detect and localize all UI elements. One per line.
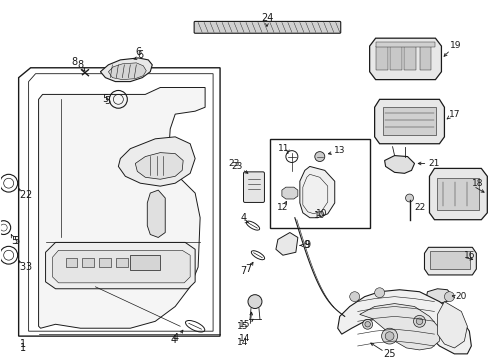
Text: 15: 15 — [237, 322, 249, 331]
Text: 22: 22 — [414, 203, 425, 212]
Text: 1: 1 — [20, 343, 25, 353]
Text: 6: 6 — [137, 50, 144, 60]
Text: 8: 8 — [72, 57, 77, 67]
Circle shape — [385, 332, 394, 341]
Bar — [376, 42, 436, 47]
Bar — [431, 251, 470, 269]
Circle shape — [363, 319, 372, 329]
Bar — [438, 178, 479, 210]
Polygon shape — [424, 247, 476, 275]
Polygon shape — [300, 166, 335, 218]
FancyBboxPatch shape — [244, 172, 265, 202]
Polygon shape — [375, 99, 444, 144]
Text: 16: 16 — [464, 251, 475, 260]
Circle shape — [382, 328, 397, 344]
Text: 1: 1 — [20, 339, 25, 349]
Text: 5: 5 — [12, 237, 18, 246]
Bar — [270, 139, 369, 228]
Circle shape — [416, 318, 423, 325]
Text: 9: 9 — [304, 240, 310, 250]
Polygon shape — [119, 137, 195, 186]
Text: 5: 5 — [104, 96, 111, 106]
Text: 15: 15 — [239, 320, 251, 329]
Text: 23: 23 — [231, 162, 243, 171]
Polygon shape — [135, 153, 183, 179]
Circle shape — [406, 194, 414, 202]
Polygon shape — [426, 289, 451, 303]
Text: 23: 23 — [228, 159, 240, 168]
Text: 7: 7 — [240, 266, 246, 276]
Text: 11: 11 — [278, 144, 290, 153]
Bar — [66, 258, 77, 267]
Bar — [82, 258, 95, 267]
Polygon shape — [338, 290, 471, 354]
Text: 17: 17 — [449, 110, 460, 119]
Polygon shape — [52, 250, 190, 283]
Polygon shape — [276, 233, 298, 255]
Text: 19: 19 — [450, 41, 461, 50]
Circle shape — [375, 288, 385, 298]
Text: 20: 20 — [456, 292, 467, 301]
Bar — [116, 258, 128, 267]
Polygon shape — [100, 58, 152, 82]
Text: 8: 8 — [77, 60, 83, 70]
Bar — [383, 107, 437, 135]
Text: 5: 5 — [14, 237, 20, 246]
Polygon shape — [438, 302, 467, 348]
Text: 14: 14 — [239, 334, 251, 343]
Text: 4: 4 — [172, 333, 178, 343]
Text: 6: 6 — [135, 47, 142, 57]
Text: 13: 13 — [334, 146, 345, 155]
Polygon shape — [429, 168, 488, 220]
Bar — [419, 46, 432, 70]
Bar — [376, 46, 388, 70]
Bar — [390, 46, 401, 70]
Text: 9: 9 — [305, 240, 311, 250]
Polygon shape — [282, 187, 298, 199]
Text: 14: 14 — [237, 338, 249, 347]
Circle shape — [414, 315, 425, 327]
Text: 5: 5 — [102, 94, 108, 104]
Polygon shape — [147, 190, 165, 238]
Circle shape — [365, 321, 370, 327]
FancyBboxPatch shape — [194, 21, 341, 33]
Polygon shape — [108, 63, 147, 80]
Text: 3: 3 — [20, 262, 25, 272]
Bar — [404, 46, 416, 70]
Circle shape — [444, 292, 454, 302]
Text: 21: 21 — [429, 159, 440, 168]
Bar — [130, 255, 160, 270]
Polygon shape — [360, 303, 440, 350]
Polygon shape — [385, 156, 415, 173]
Text: 24: 24 — [261, 13, 273, 23]
Text: 2: 2 — [25, 190, 32, 200]
Text: 10: 10 — [314, 211, 325, 220]
Text: 4: 4 — [170, 335, 176, 345]
Text: 25: 25 — [383, 349, 396, 359]
Circle shape — [248, 295, 262, 309]
Text: 3: 3 — [25, 262, 32, 272]
Text: 4: 4 — [241, 213, 247, 223]
Text: 10: 10 — [316, 209, 327, 218]
Polygon shape — [46, 242, 195, 289]
Text: 12: 12 — [277, 203, 289, 212]
Circle shape — [285, 188, 295, 198]
Bar — [99, 258, 111, 267]
Text: 18: 18 — [471, 179, 483, 188]
Circle shape — [350, 292, 360, 302]
Polygon shape — [369, 38, 441, 80]
Circle shape — [315, 152, 325, 162]
Polygon shape — [39, 87, 205, 328]
Text: 2: 2 — [20, 190, 26, 200]
Text: 7: 7 — [245, 264, 251, 274]
